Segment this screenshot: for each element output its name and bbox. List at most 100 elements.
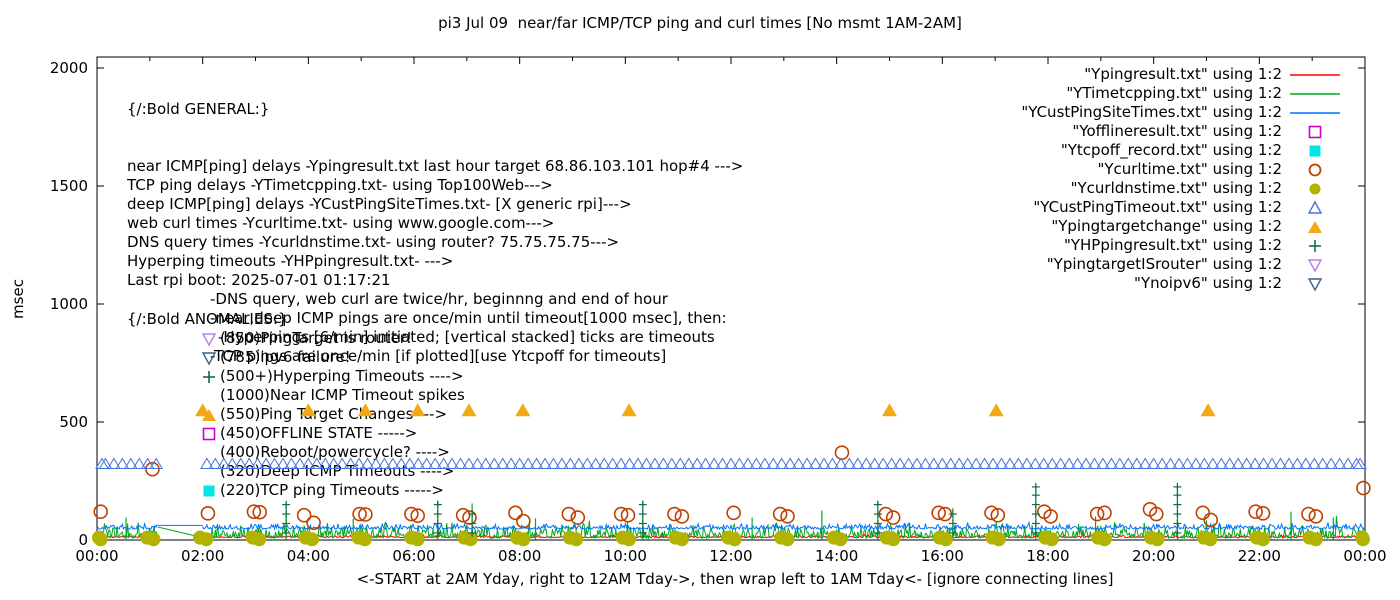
- legend-row: "YHPpingresult.txt" using 1:2: [1021, 236, 1344, 255]
- legend-sample: [1286, 161, 1344, 179]
- y-tick-label: 1500: [50, 177, 88, 195]
- legend-row: "Yofflineresult.txt" using 1:2: [1021, 122, 1344, 141]
- open-tri-up-icon: [1307, 200, 1323, 214]
- anomaly-label: (550)Ping Target Changes --->: [220, 405, 448, 423]
- open-tri-down-icon: [1307, 277, 1323, 291]
- open-tri-down-icon: [1307, 258, 1323, 272]
- legend-sample: [1286, 256, 1344, 274]
- legend-label: "YHPpingresult.txt" using 1:2: [1063, 236, 1282, 254]
- x-tick-label: 14:00: [815, 547, 858, 565]
- anomaly-marker: [200, 407, 220, 423]
- legend-sample: [1286, 218, 1344, 236]
- legend-row: "Ytcpoff_record.txt" using 1:2: [1021, 141, 1344, 160]
- x-tick-label: 22:00: [1238, 547, 1281, 565]
- legend-row: "YCustPingSiteTimes.txt" using 1:2: [1021, 103, 1344, 122]
- legend-row: "Ypingtargetchange" using 1:2: [1021, 217, 1344, 236]
- x-tick-label: 16:00: [921, 547, 964, 565]
- anomaly-row: (785)ipv6 failure!: [200, 348, 465, 367]
- x-tick-label: 00:00: [75, 547, 118, 565]
- general-line: deep ICMP[ping] delays -YCustPingSiteTim…: [127, 195, 632, 213]
- general-line: -DNS query, web curl are twice/hr, begin…: [210, 290, 668, 308]
- line-icon: [1290, 92, 1340, 95]
- x-tick-label: 10:00: [604, 547, 647, 565]
- anomaly-row: (400)Reboot/powercycle? ---->: [200, 443, 465, 462]
- general-line: Last rpi boot: 2025-07-01 01:17:21: [127, 271, 391, 289]
- legend-label: "YCustPingSiteTimes.txt" using 1:2: [1021, 103, 1282, 121]
- filled-square-icon: [1309, 145, 1321, 156]
- legend-label: "Ycurldnstime.txt" using 1:2: [1070, 179, 1282, 197]
- legend-sample: [1286, 199, 1344, 217]
- x-tick-label: 12:00: [709, 547, 752, 565]
- line-icon: [1290, 111, 1340, 114]
- filled-tri-up-icon: [202, 408, 216, 421]
- anomaly-marker: [200, 369, 220, 385]
- x-tick-label: 00:00: [1343, 547, 1386, 565]
- legend-row: "YpingtargetISrouter" using 1:2: [1021, 255, 1344, 274]
- legend-sample: [1286, 85, 1344, 103]
- legend-sample: [1286, 66, 1344, 84]
- series-ycustpingsitetimes-txt: [96, 520, 1366, 531]
- legend-row: "Ycurldnstime.txt" using 1:2: [1021, 179, 1344, 198]
- filled-circle-icon: [1309, 183, 1321, 194]
- anomaly-label: (450)OFFLINE STATE ----->: [220, 424, 418, 442]
- legend-row: "Ynoipv6" using 1:2: [1021, 274, 1344, 293]
- x-tick-label: 06:00: [392, 547, 435, 565]
- anomaly-marker: [200, 350, 220, 366]
- line-icon: [1290, 73, 1340, 76]
- legend-sample: [1286, 275, 1344, 293]
- anomaly-row: (500+)Hyperping Timeouts ---->: [200, 367, 465, 386]
- series-ycurldnstime-txt: [92, 530, 1370, 547]
- x-axis-label: <-START at 2AM Yday, right to 12AM Tday-…: [356, 570, 1114, 588]
- anomaly-marker: [200, 388, 220, 404]
- y-axis-label: msec: [9, 279, 27, 319]
- anomaly-label: (320)Deep ICMP Timeouts ---->: [220, 462, 455, 480]
- anomaly-label: (850)PingTarget is router!: [220, 329, 412, 347]
- x-tick-label: 20:00: [1132, 547, 1175, 565]
- anomaly-row: (320)Deep ICMP Timeouts ---->: [200, 462, 465, 481]
- y-tick-label: 1000: [50, 295, 88, 313]
- general-line: near ICMP[ping] delays -Ypingresult.txt …: [127, 157, 744, 175]
- anomaly-label: (785)ipv6 failure!: [220, 348, 351, 366]
- legend-label: "Ytcpoff_record.txt" using 1:2: [1060, 141, 1282, 159]
- anomalies-annotation-block: {/:Bold ANOMALIES:} (850)PingTarget is r…: [127, 310, 465, 500]
- chart-title: pi3 Jul 09 near/far ICMP/TCP ping and cu…: [438, 14, 962, 32]
- series-ypingresult-txt: [96, 532, 1366, 539]
- open-circle-icon: [1308, 163, 1322, 176]
- legend-sample: [1286, 237, 1344, 255]
- anomaly-marker: [200, 426, 220, 442]
- legend-label: "Ycurltime.txt" using 1:2: [1097, 160, 1282, 178]
- legend-sample: [1286, 180, 1344, 198]
- anomaly-label: (500+)Hyperping Timeouts ---->: [220, 367, 464, 385]
- anomalies-header: {/:Bold ANOMALIES:}: [127, 310, 288, 328]
- open-tri-down-icon: [201, 332, 217, 346]
- y-tick-label: 2000: [50, 59, 88, 77]
- x-tick-label: 08:00: [498, 547, 541, 565]
- open-tri-down-icon: [201, 351, 217, 365]
- legend-row: "Ypingresult.txt" using 1:2: [1021, 65, 1344, 84]
- general-header: {/:Bold GENERAL:}: [127, 100, 270, 118]
- general-line: TCP ping delays -YTimetcpping.txt- using…: [127, 176, 553, 194]
- anomaly-label: (400)Reboot/powercycle? ---->: [220, 443, 450, 461]
- legend-label: "Ypingresult.txt" using 1:2: [1084, 65, 1282, 83]
- filled-square-icon: [203, 485, 215, 496]
- x-tick-label: 04:00: [287, 547, 330, 565]
- legend-label: "Yofflineresult.txt" using 1:2: [1072, 122, 1282, 140]
- open-square-icon: [202, 427, 216, 440]
- anomaly-label: (220)TCP ping Timeouts ----->: [220, 481, 444, 499]
- legend-label: "Ynoipv6" using 1:2: [1134, 274, 1282, 292]
- general-line: DNS query times -Ycurldnstime.txt- using…: [127, 233, 620, 251]
- legend-label: "Ypingtargetchange" using 1:2: [1051, 217, 1282, 235]
- x-tick-label: 18:00: [1026, 547, 1069, 565]
- anomaly-row: (550)Ping Target Changes --->: [200, 405, 465, 424]
- y-tick-label: 0: [78, 531, 88, 549]
- filled-tri-up-icon: [1308, 220, 1322, 233]
- anomaly-label: (1000)Near ICMP Timeout spikes: [220, 386, 465, 404]
- anomaly-marker: [200, 445, 220, 461]
- legend-label: "YTimetcpping.txt" using 1:2: [1066, 84, 1282, 102]
- anomaly-marker: [200, 331, 220, 347]
- legend-sample: [1286, 123, 1344, 141]
- legend-sample: [1286, 104, 1344, 122]
- general-line: Hyperping timeouts -YHPpingresult.txt- -…: [127, 252, 454, 270]
- legend-label: "YCustPingTimeout.txt" using 1:2: [1033, 198, 1282, 216]
- y-tick-label: 500: [59, 413, 88, 431]
